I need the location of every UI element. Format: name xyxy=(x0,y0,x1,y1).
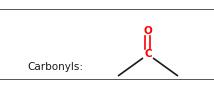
Text: Carbonyls:: Carbonyls: xyxy=(27,62,83,72)
Text: O: O xyxy=(144,26,152,36)
Text: C: C xyxy=(144,49,152,59)
